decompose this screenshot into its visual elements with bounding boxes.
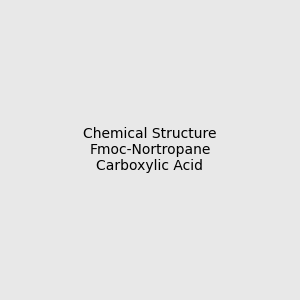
- Text: Chemical Structure
Fmoc-Nortropane
Carboxylic Acid: Chemical Structure Fmoc-Nortropane Carbo…: [83, 127, 217, 173]
